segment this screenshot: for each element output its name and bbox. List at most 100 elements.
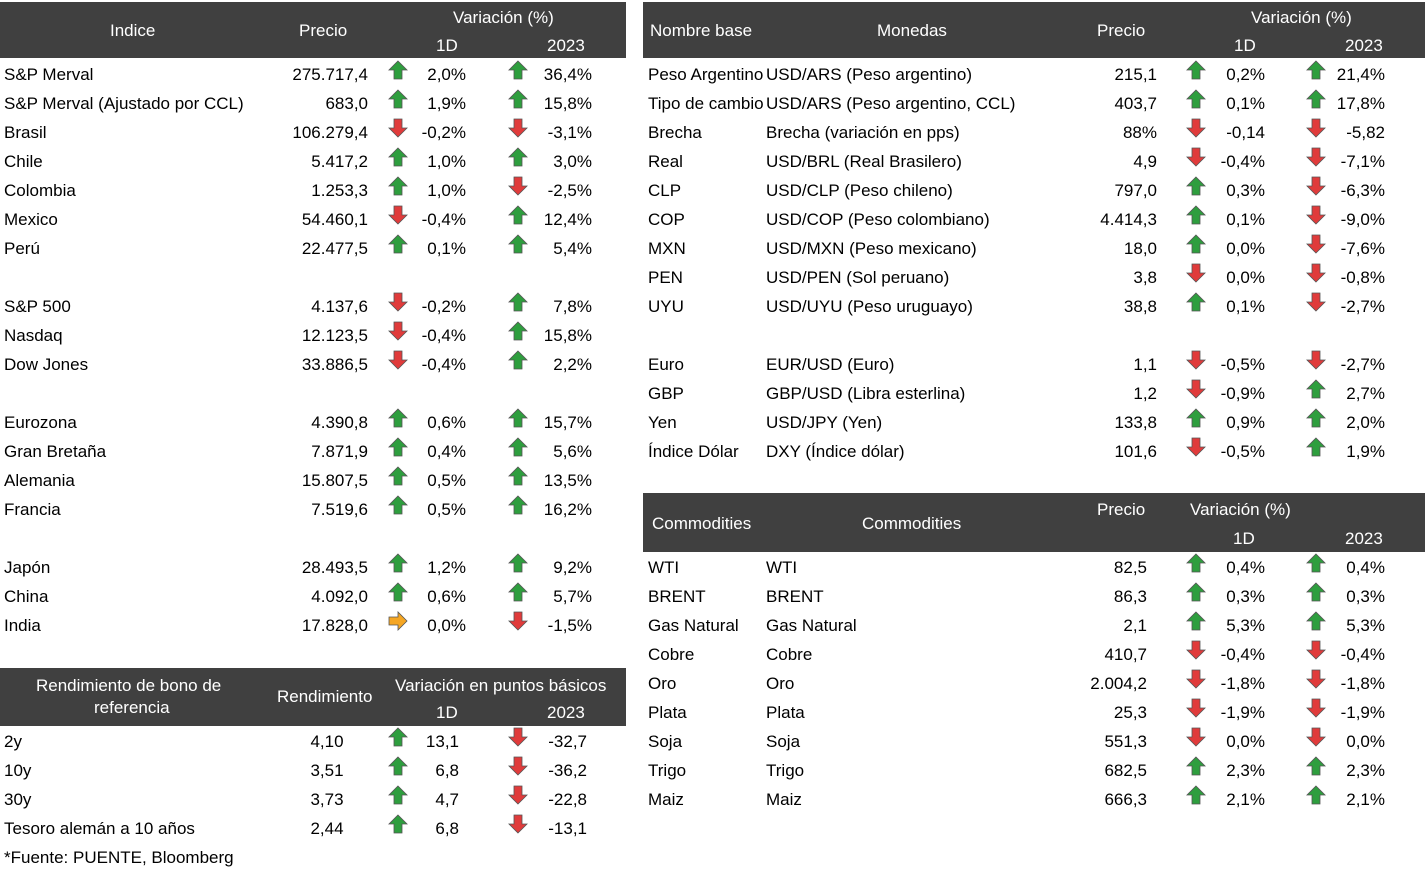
row-description: Oro [766,674,795,693]
arrow-down-icon [388,205,408,225]
row-description: Cobre [766,645,813,664]
row-change-1d: -0,4% [1220,645,1265,664]
row-change-ytd: 0,4% [1346,558,1385,577]
row-price: 4.414,3 [1100,210,1157,229]
arrow-up-icon [1186,582,1206,602]
arrow-right-icon [388,611,408,631]
arrow-down-icon [508,727,528,747]
arrow-down-icon [1306,292,1326,312]
row-price: 1,2 [1133,384,1157,403]
arrow-up-icon [1186,176,1206,196]
row-change-ytd: 5,6% [553,442,592,461]
table-row: Tesoro alemán a 10 años 2,44 6,8 -13,1 [0,814,626,843]
arrow-up-icon [1306,379,1326,399]
row-description: USD/JPY (Yen) [766,413,883,432]
row-description: BRENT [766,587,824,606]
bonds-col-variation: Variación en puntos básicos [395,676,607,695]
row-description: GBP/USD (Libra esterlina) [766,384,966,403]
row-change-ytd: -2,5% [547,181,592,200]
row-price: 82,5 [1113,558,1147,577]
arrow-down-icon [1186,350,1206,370]
row-description: Trigo [766,761,805,780]
arrow-down-icon [1306,205,1326,225]
arrow-down-icon [1186,727,1206,747]
row-description: USD/ARS (Peso argentino, CCL) [766,94,1016,113]
table-row: Dow Jones 33.886,5 -0,4% 2,2% [0,350,626,379]
table-row: Brasil 106.279,4 -0,2% -3,1% [0,118,626,147]
row-change-ytd: 12,4% [543,210,592,229]
row-price: 797,0 [1114,181,1157,200]
row-price: 18,0 [1123,239,1157,258]
row-name: India [4,616,41,635]
row-name: 2y [4,732,22,751]
currencies-col-currency: Monedas [877,21,947,40]
table-row: Oro Oro 2.004,2 -1,8% -1,8% [643,669,1425,698]
arrow-up-icon [508,89,528,109]
row-description: USD/PEN (Sol peruano) [766,268,950,287]
row-name: Mexico [4,210,58,229]
row-name: Alemania [4,471,75,490]
row-price: 3,51 [310,761,344,780]
arrow-up-icon [508,466,528,486]
row-change-ytd: -6,3% [1340,181,1385,200]
arrow-down-icon [508,756,528,776]
row-name: GBP [648,384,684,403]
arrow-up-icon [1186,756,1206,776]
row-change-1d: 1,9% [427,94,466,113]
arrow-down-icon [1186,698,1206,718]
row-change-1d: -1,9% [1220,703,1265,722]
arrow-down-icon [508,611,528,631]
row-description: USD/UYU (Peso uruguayo) [766,297,973,316]
arrow-up-icon [1306,553,1326,573]
arrow-down-icon [1186,263,1206,283]
arrow-down-icon [1306,640,1326,660]
row-change-ytd: 21,4% [1336,65,1385,84]
row-change-1d: 6,8 [435,819,459,838]
table-row: Plata Plata 25,3 -1,9% -1,9% [643,698,1425,727]
table-row: Índice Dólar DXY (Índice dólar) 101,6 -0,5%… [643,437,1425,466]
row-name: Chile [4,152,43,171]
arrow-down-icon [1306,263,1326,283]
row-change-1d: -0,5% [1220,442,1265,461]
row-change-ytd: 2,1% [1346,790,1385,809]
arrow-up-icon [508,408,528,428]
row-change-1d: 0,1% [1226,297,1265,316]
row-description: Maiz [766,790,802,809]
row-name: Colombia [4,181,76,200]
arrow-down-icon [1306,176,1326,196]
row-change-1d: 0,4% [1226,558,1265,577]
table-row: Cobre Cobre 410,7 -0,4% -0,4% [643,640,1425,669]
table-row: S&P 500 4.137,6 -0,2% 7,8% [0,292,626,321]
row-change-1d: 0,1% [1226,94,1265,113]
row-name: Oro [648,674,677,693]
arrow-down-icon [1186,437,1206,457]
row-name: Cobre [648,645,695,664]
row-change-ytd: 0,0% [1346,732,1385,751]
table-row: Mexico 54.460,1 -0,4% 12,4% [0,205,626,234]
row-change-1d: 2,3% [1226,761,1265,780]
arrow-up-icon [508,582,528,602]
row-price: 3,73 [310,790,344,809]
row-price: 410,7 [1104,645,1147,664]
table-row: Soja Soja 551,3 0,0% 0,0% [643,727,1425,756]
indices-col-name: Indice [110,21,156,40]
row-price: 666,3 [1104,790,1147,809]
row-change-1d: 1,0% [427,181,466,200]
arrow-down-icon [1186,147,1206,167]
row-change-1d: 0,3% [1226,587,1265,606]
bonds-col-yield: Rendimiento [277,687,373,706]
row-name: Real [648,152,683,171]
row-name: Nasdaq [4,326,63,345]
row-change-ytd: 15,8% [543,94,592,113]
row-description: Brecha (variación en pps) [766,123,960,142]
currencies-col-1d: 1D [1234,36,1256,55]
arrow-up-icon [508,60,528,80]
row-name: CLP [648,181,682,200]
row-price: 4.390,8 [311,413,368,432]
row-change-ytd: -9,0% [1340,210,1385,229]
row-change-ytd: 2,0% [1346,413,1385,432]
row-price: 38,8 [1123,297,1157,316]
row-name: Euro [648,355,684,374]
arrow-down-icon [1306,350,1326,370]
row-price: 3,8 [1133,268,1157,287]
